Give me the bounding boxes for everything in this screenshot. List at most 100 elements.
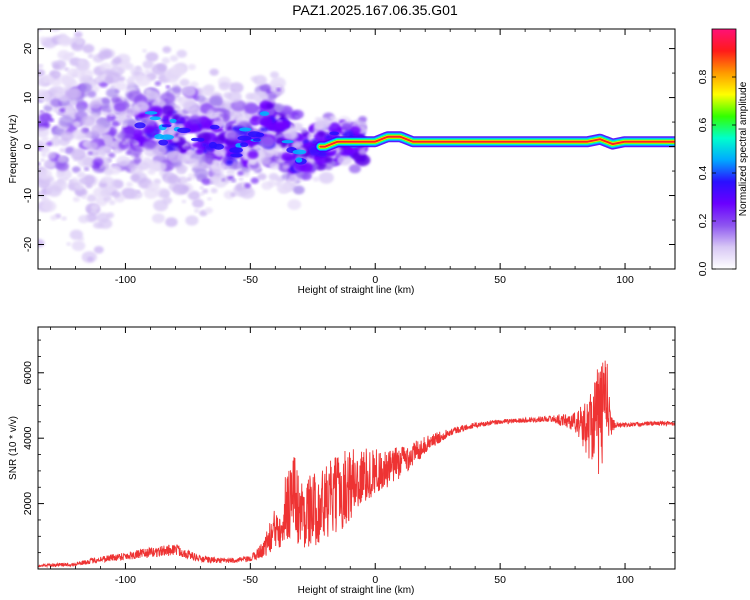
spectrogram-blob: [50, 215, 57, 221]
spectrogram-hotspot: [252, 138, 261, 142]
spectrogram-blob: [52, 63, 61, 70]
spectrogram-ridge: [314, 131, 675, 153]
spectrogram-blob: [259, 116, 273, 127]
spectrogram-blob: [89, 100, 102, 110]
spectrogram-y-tick-label: 20: [22, 43, 34, 55]
spectrogram-blob: [65, 106, 76, 115]
spectrogram-blob: [147, 160, 162, 171]
spectrogram-blob: [226, 169, 236, 176]
spectrogram-hotspot: [281, 140, 294, 144]
spectrogram-blob: [38, 126, 50, 138]
spectrogram-hotspot: [229, 147, 243, 154]
spectrogram-blob: [93, 151, 99, 156]
spectrogram-blob: [291, 141, 302, 150]
spectrogram-blob: [93, 221, 102, 229]
colorbar-tick-label: 0.6: [697, 118, 709, 133]
spectrogram-blob: [105, 88, 119, 98]
spectrogram-blob: [288, 176, 296, 181]
spectrogram-blob: [259, 136, 275, 148]
spectrogram-blob: [142, 60, 154, 69]
spectrogram-blob: [266, 92, 277, 101]
spectrogram-blob: [121, 123, 127, 128]
spectrogram-blob: [187, 63, 196, 71]
spectrogram-blob: [50, 97, 63, 108]
spectrogram-frame: [37, 28, 676, 270]
spectrogram-blob: [72, 196, 80, 202]
spectrogram-blob: [104, 138, 113, 146]
spectrogram-hotspot: [239, 127, 252, 132]
colorbar-tick-label: 0.4: [697, 166, 709, 181]
spectrogram-blob: [73, 284, 88, 296]
spectrogram-hotspot: [144, 111, 158, 115]
spectrogram-hotspot: [329, 131, 340, 136]
spectrogram-blob: [93, 246, 104, 254]
spectrogram-blob: [46, 185, 62, 197]
spectrogram-blob: [100, 188, 111, 198]
spectrogram-blob: [202, 188, 209, 194]
spectrogram-blob: [143, 140, 156, 150]
spectrogram-blob: [41, 136, 49, 142]
spectrogram-blob: [172, 183, 188, 195]
spectrogram-blob: [85, 183, 93, 189]
spectrogram-blob: [106, 114, 116, 122]
spectrogram-blob: [187, 190, 201, 201]
spectrogram-blob: [196, 148, 205, 155]
spectrogram-blob: [225, 159, 234, 166]
spectrogram-blob: [221, 178, 226, 182]
snr-y-tick-label: 6000: [22, 361, 34, 385]
spectrogram-blob: [69, 52, 75, 57]
spectrogram-blob: [179, 78, 190, 87]
spectrogram-blob: [68, 88, 83, 100]
spectrogram-blob: [162, 196, 173, 205]
spectrogram-blob: [57, 155, 68, 163]
colorbar: 0.0 0.2 0.4 0.6 0.8 Normalized spectral ampl…: [697, 28, 749, 276]
spectrogram-blob: [162, 46, 172, 54]
spectrogram-blob: [179, 179, 185, 184]
spectrogram-blob: [250, 177, 259, 184]
spectrogram-blob: [58, 36, 72, 47]
spectrogram-blob: [126, 189, 138, 199]
spectrogram-blob: [72, 121, 81, 128]
spectrogram-blob: [187, 158, 200, 168]
snr-series-line: [38, 360, 675, 569]
spectrogram-blob: [266, 103, 274, 109]
spectrogram-hotspot: [191, 137, 199, 142]
spectrogram-x-tick-label: 50: [494, 274, 506, 286]
spectrogram-blob: [242, 167, 248, 171]
spectrogram-blob: [156, 63, 168, 72]
spectrogram-blob: [161, 105, 175, 116]
spectrogram-blob: [159, 147, 164, 152]
spectrogram-blob: [171, 136, 180, 143]
spectrogram-blob: [209, 68, 219, 76]
spectrogram-y-tick-label: -10: [22, 188, 34, 203]
spectrogram-blob: [78, 178, 85, 184]
snr-frame: [37, 326, 676, 570]
spectrogram-blob: [143, 125, 155, 134]
spectrogram-hotspot: [169, 118, 177, 123]
spectrogram-blob: [101, 179, 106, 184]
spectrogram-blob: [210, 176, 220, 184]
spectrogram-blob: [49, 29, 61, 32]
spectrogram-blob: [336, 153, 341, 158]
spectrogram-blob: [194, 208, 200, 213]
spectrogram-blob: [134, 154, 140, 159]
spectrogram-blob: [92, 157, 104, 167]
spectrogram-blob: [184, 116, 190, 120]
spectrogram-blob: [212, 106, 219, 112]
spectrogram-blob: [172, 86, 182, 94]
spectrogram-blob: [111, 190, 121, 198]
spectrogram-blob: [328, 161, 336, 168]
spectrogram-blob: [130, 173, 141, 182]
spectrogram-blob: [348, 164, 361, 174]
spectrogram-blob: [192, 198, 204, 208]
spectrogram-blob: [75, 39, 84, 46]
spectrogram-blob: [81, 127, 90, 134]
spectrogram-blob: [227, 91, 242, 103]
spectrogram-blob: [253, 145, 260, 151]
spectrogram-blob: [74, 31, 83, 38]
spectrogram-blob: [177, 164, 188, 173]
spectrogram-blob: [71, 129, 85, 140]
spectrogram-blob: [204, 207, 213, 214]
spectrogram-blob: [38, 239, 45, 248]
